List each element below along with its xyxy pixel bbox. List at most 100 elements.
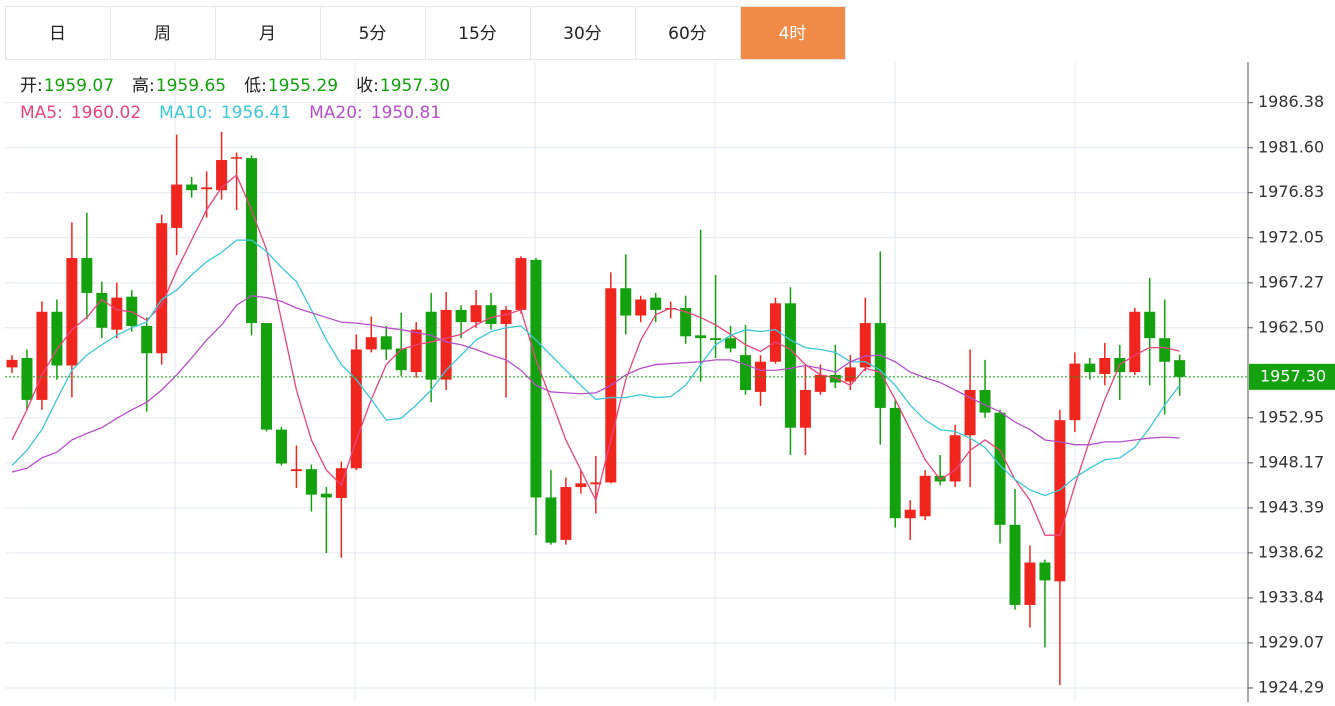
candle-body: [650, 297, 662, 310]
tab[interactable]: [110, 6, 216, 60]
candle-body: [814, 374, 826, 392]
candle-body: [1069, 363, 1081, 421]
quote-value: 1959.07: [44, 76, 114, 96]
candle-body: [1054, 420, 1066, 582]
candle-body: [290, 469, 302, 472]
y-tick-label: 1967.27: [1258, 272, 1324, 291]
tab-bar: 日 周 月 5分 15分 30分 60分 4时: [5, 6, 846, 60]
candle-body: [66, 258, 78, 366]
candle-body: [216, 160, 228, 191]
candle-body: [635, 299, 647, 316]
tab-label[interactable]: 30分: [563, 24, 602, 44]
candle-body: [1009, 524, 1021, 605]
candle-body: [710, 338, 722, 341]
quote-value: 1959.65: [156, 76, 226, 96]
tab[interactable]: [530, 6, 636, 60]
candle-body: [784, 303, 796, 428]
candle-body: [919, 475, 931, 517]
tab-label[interactable]: 4时: [779, 24, 807, 44]
candle-body: [380, 336, 392, 350]
tab-label[interactable]: 60分: [668, 24, 707, 44]
y-tick-label: 1943.39: [1258, 497, 1324, 516]
candle-body: [769, 303, 781, 362]
y-tick-label: 1924.29: [1258, 677, 1324, 696]
y-tick-label: 1948.17: [1258, 452, 1324, 471]
candle-body: [725, 338, 737, 349]
candle-body: [545, 497, 557, 543]
candle-body: [6, 359, 18, 368]
candle-body: [141, 325, 153, 354]
tab[interactable]: [425, 6, 531, 60]
candle-body: [829, 374, 841, 383]
candle-body: [560, 487, 572, 540]
tab[interactable]: [320, 6, 426, 60]
tab-label[interactable]: 日: [49, 24, 66, 44]
y-tick-label: 1976.83: [1258, 182, 1324, 201]
candle-body: [1174, 360, 1186, 377]
legend: 开: 1959.07 高: 1959.65 低: 1955.29 收: 1957.30 MA5:…: [20, 76, 450, 123]
tab-label[interactable]: 15分: [458, 24, 497, 44]
y-tick-label: 1981.60: [1258, 137, 1324, 156]
candle-body: [874, 323, 886, 408]
ma-line: [11, 239, 1181, 497]
y-tick-label: 1938.62: [1258, 542, 1324, 561]
tab-label[interactable]: 5分: [359, 24, 387, 44]
y-tick-label: 1972.05: [1258, 227, 1324, 246]
candle-body: [1129, 311, 1141, 373]
ma-legend-value: 1960.02: [71, 103, 141, 123]
candle-body: [740, 355, 752, 391]
candle-body: [81, 258, 93, 293]
candle-body: [231, 157, 243, 159]
y-tick-label: 1952.95: [1258, 407, 1324, 426]
quote-label: 高:: [132, 76, 155, 96]
ma-line: [11, 174, 1180, 536]
candle-body: [904, 509, 916, 519]
candle-body: [485, 305, 497, 325]
candle-body: [1039, 562, 1051, 581]
y-tick-label: 1929.07: [1258, 632, 1324, 651]
ma-legend-value: 1956.41: [221, 103, 291, 123]
ma-legend-label: MA10:: [159, 103, 213, 123]
candle-body: [305, 469, 317, 495]
candle-body: [350, 349, 362, 469]
tab[interactable]: [215, 6, 321, 60]
tab[interactable]: [740, 6, 846, 60]
candle-body: [755, 361, 766, 392]
candle-body: [425, 311, 437, 380]
tab-label[interactable]: 月: [259, 24, 276, 44]
quote-value: 1957.30: [380, 76, 450, 96]
candle-body: [1099, 357, 1111, 374]
tab-label[interactable]: 周: [154, 24, 171, 44]
candle-body: [590, 482, 602, 485]
candle-body: [665, 308, 677, 310]
candle-body: [275, 429, 287, 464]
quote-label: 低:: [244, 76, 267, 96]
candle-body: [470, 305, 482, 323]
candle-body: [51, 311, 63, 366]
candle-body: [1084, 363, 1096, 373]
price-marker-label: 1957.30: [1260, 366, 1326, 385]
candle-body: [530, 259, 542, 498]
candle-body: [171, 184, 183, 228]
candle-body: [111, 297, 123, 330]
tab[interactable]: [635, 6, 741, 60]
candle-body: [620, 288, 632, 316]
candle-body: [515, 258, 527, 310]
candle-body: [455, 309, 467, 323]
ma-legend-label: MA20:: [309, 103, 363, 123]
candle-body: [979, 390, 991, 413]
candle-body: [964, 390, 976, 436]
candle-body: [500, 309, 512, 325]
quote-label: 收:: [356, 76, 379, 96]
tab[interactable]: [5, 6, 111, 60]
candle-body: [949, 435, 961, 482]
candle-body: [320, 493, 332, 498]
candle-body: [335, 468, 347, 498]
candle-body: [186, 184, 198, 191]
candle-body: [156, 223, 168, 354]
y-tick-label: 1986.38: [1258, 92, 1324, 111]
candle-body: [994, 412, 1006, 525]
plot: 1957.30: [5, 131, 1335, 686]
price-marker: [1249, 363, 1335, 390]
